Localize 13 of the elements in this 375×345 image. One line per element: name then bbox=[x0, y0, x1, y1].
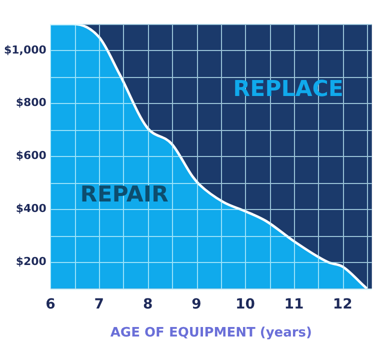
y-tick-label: $1,000 bbox=[4, 43, 47, 56]
x-tick-label: 11 bbox=[284, 296, 304, 313]
y-tick-label: $400 bbox=[16, 202, 47, 216]
x-tick-label: 6 bbox=[46, 296, 56, 313]
x-tick-label: 9 bbox=[192, 296, 202, 313]
x-tick-label: 10 bbox=[236, 296, 256, 313]
x-tick-label: 12 bbox=[332, 296, 352, 313]
y-tick-label: $600 bbox=[16, 149, 47, 162]
x-tick-label: 8 bbox=[142, 296, 153, 313]
y-tick-label: $200 bbox=[16, 255, 47, 268]
x-tick-label: 7 bbox=[94, 296, 104, 313]
x-axis-title: AGE OF EQUIPMENT (years) bbox=[110, 326, 312, 341]
y-tick-label: $800 bbox=[16, 96, 47, 110]
